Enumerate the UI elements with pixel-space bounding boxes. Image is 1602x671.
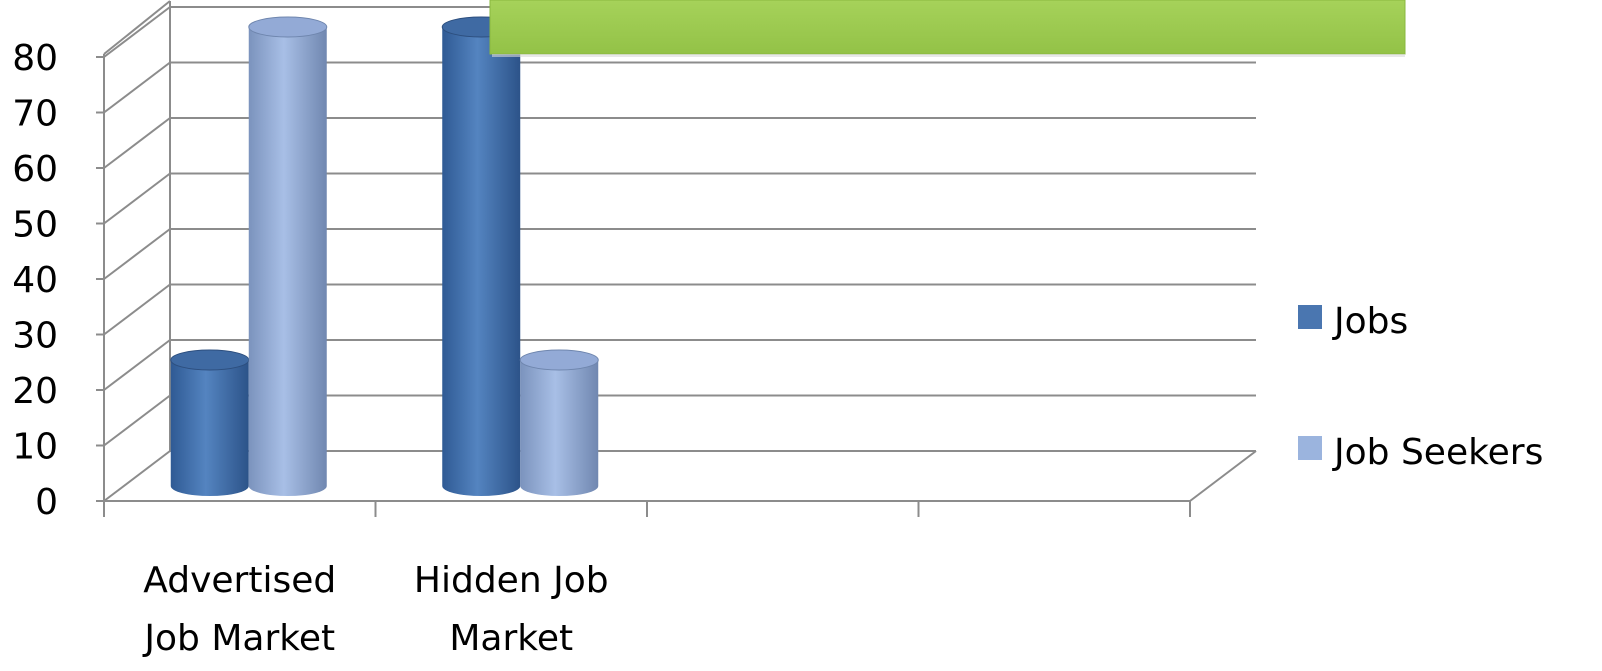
gridline-side: [103, 172, 171, 225]
legend-swatch-job-seekers: [1298, 436, 1322, 460]
bar-top: [248, 16, 328, 38]
y-tick-label: 10: [12, 427, 58, 468]
gridline-side: [103, 283, 171, 336]
legend: Jobs Job Seekers: [1298, 301, 1543, 473]
green-banner: [489, 0, 1406, 55]
legend-label-job-seekers: Job Seekers: [1332, 432, 1543, 473]
legend-swatch-jobs: [1298, 305, 1322, 329]
bar-body: [248, 27, 327, 497]
gridline-side: [103, 61, 171, 114]
gridline-side: [103, 117, 171, 169]
chart-axes: [96, 54, 1191, 517]
bar-body: [520, 360, 599, 497]
green-banner-shadow: [492, 54, 1405, 57]
gridline-side: [103, 228, 171, 280]
x-category-label: Advertised: [143, 560, 336, 601]
y-tick-label: 40: [12, 260, 58, 301]
y-tick-label: 50: [12, 205, 58, 246]
bar-body: [442, 27, 521, 497]
overlay-banner: [489, 0, 1406, 57]
y-tick-label: 80: [12, 38, 58, 79]
legend-label-jobs: Jobs: [1332, 301, 1408, 342]
x-category-labels: Advertised Job Market Hidden Job Market: [142, 560, 608, 659]
bar-job-seekers: [519, 349, 599, 497]
bar-top: [519, 349, 599, 371]
x-category-label: Job Market: [142, 618, 335, 659]
y-tick-label: 30: [12, 316, 58, 357]
bar-body: [170, 360, 249, 497]
floor-right-edge: [1189, 450, 1257, 502]
bar-jobs: [170, 349, 250, 497]
gridline-side: [103, 339, 171, 391]
y-tick-label: 70: [12, 94, 58, 135]
x-category-label: Market: [449, 618, 573, 659]
gridline-side: [103, 6, 171, 58]
bar-jobs: [441, 16, 521, 497]
gridline-side: [103, 394, 171, 447]
chart-gridlines: [103, 0, 1257, 502]
bar-job-seekers: [248, 16, 328, 497]
gridline-side: [103, 450, 171, 502]
y-tick-label: 60: [12, 149, 58, 190]
gridline-side-top: [103, 0, 171, 55]
y-tick-label: 0: [35, 482, 58, 523]
y-tick-labels: 0 10 20 30 40 50 60 70 80: [12, 38, 58, 523]
y-tick-label: 20: [12, 371, 58, 412]
bar-top: [170, 349, 250, 371]
chart-bars: [170, 16, 599, 497]
x-category-label: Hidden Job: [414, 560, 609, 601]
